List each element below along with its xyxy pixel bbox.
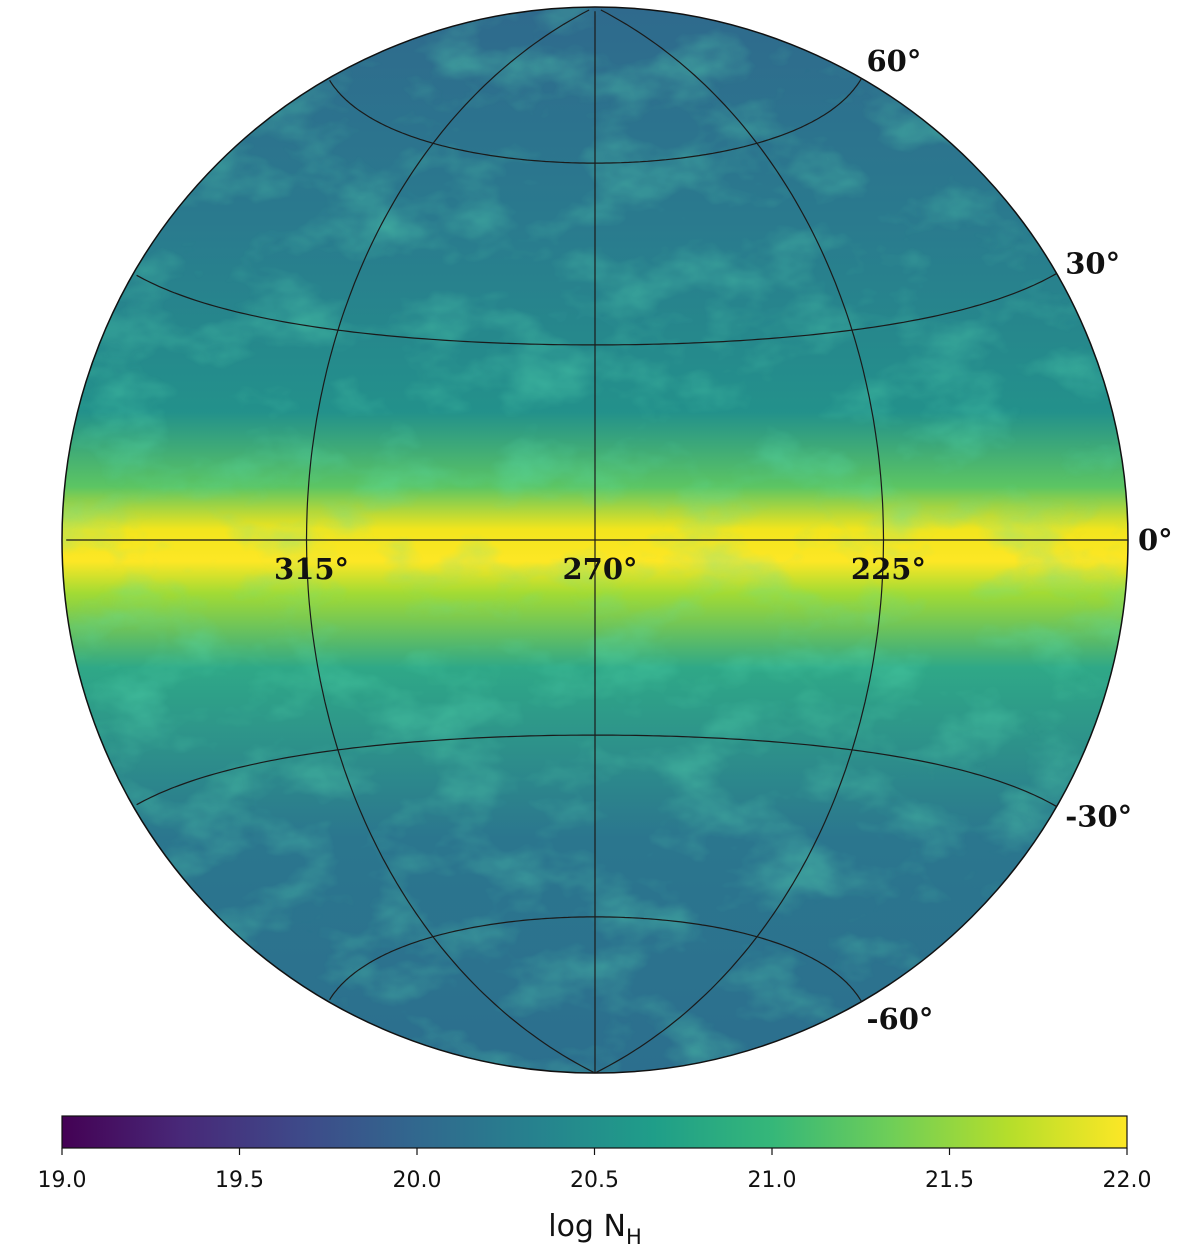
colorbar-label-subscript: H: [626, 1225, 642, 1249]
colorbar-tick-label: 22.0: [1103, 1168, 1152, 1193]
longitude-label: 315°: [274, 552, 349, 586]
latitude-label: 30°: [1065, 247, 1120, 281]
longitude-label: 225°: [851, 552, 926, 586]
parallel-line: [136, 273, 1057, 346]
parallel-line: [329, 916, 862, 1002]
colorbar-label: log NH: [548, 1209, 642, 1249]
parallel-line: [136, 734, 1057, 807]
latitude-label: -60°: [867, 1002, 934, 1036]
colorbar-tick-label: 20.5: [570, 1168, 619, 1193]
map-boundary: [61, 6, 1129, 1074]
latitude-label: 0°: [1138, 523, 1173, 557]
colorbar-tick-label: 21.0: [748, 1168, 797, 1193]
colorbar: [61, 1115, 1128, 1149]
colorbar-tick-label: 19.5: [215, 1168, 264, 1193]
parallel-line: [329, 78, 862, 164]
longitude-label: 270°: [562, 552, 637, 586]
colorbar-label-main: log N: [548, 1209, 626, 1244]
latitude-label: -30°: [1065, 800, 1132, 834]
colorbar-tick-label: 20.0: [393, 1168, 442, 1193]
colorbar-tick-label: 21.5: [925, 1168, 974, 1193]
colorbar-tick-label: 19.0: [38, 1168, 87, 1193]
latitude-label: 60°: [867, 44, 922, 78]
